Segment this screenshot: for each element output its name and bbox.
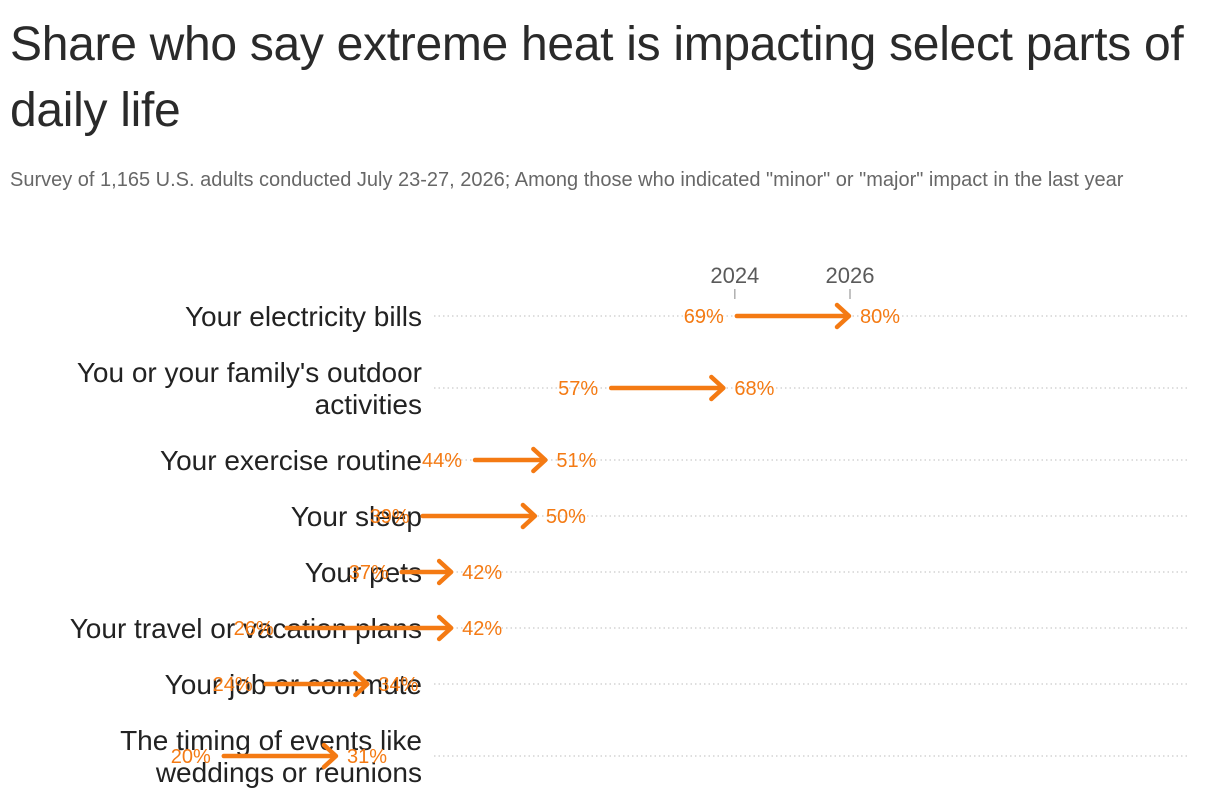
category-label-line: Your electricity bills [185,301,422,332]
value-label-from: 69% [684,306,724,328]
value-label-to: 68% [734,378,774,400]
year-label-to: 2026 [826,263,875,288]
category-label: Your exercise routine [160,445,422,476]
chart-title: Share who say extreme heat is impacting … [10,18,1184,137]
category-label: The timing of events like weddings or reu… [120,725,422,788]
category-label-line: Your exercise routine [160,445,422,476]
arrow-head [321,742,339,770]
value-label-to: 42% [462,618,502,640]
value-label-to: 80% [860,306,900,328]
value-label-from: 24% [213,674,253,696]
value-label-from: 57% [558,378,598,400]
year-label-from: 2024 [710,263,759,288]
value-label-from: 20% [171,746,211,768]
category-label-line: activities [315,389,422,420]
value-label-to: 31% [347,746,387,768]
arrow-head [436,558,454,586]
arrow-head [834,302,852,330]
value-label-to: 50% [546,506,586,528]
category-label-line: weddings or reunions [155,757,422,788]
chart-subtitle: Survey of 1,165 U.S. adults conducted Ju… [10,169,1124,191]
category-label-line: The timing of events like [120,725,422,756]
arrow-head [531,446,548,474]
value-label-from: 37% [349,562,389,584]
value-label-to: 34% [378,674,418,696]
value-label-from: 26% [234,618,274,640]
category-label-line: Your sleep [291,501,422,532]
value-label-to: 42% [462,562,502,584]
arrow-head [436,614,454,642]
category-label: Your sleep [291,501,422,532]
arrow-head [709,374,726,402]
arrow-head [353,670,370,698]
value-label-from: 39% [370,506,410,528]
value-label-to: 51% [556,450,596,472]
arrow-head [520,502,538,530]
category-label: Your electricity bills [185,301,422,332]
category-label-line: You or your family's outdoor [77,357,422,388]
category-label: You or your family's outdoor activities [77,357,422,420]
value-label-from: 44% [422,450,462,472]
